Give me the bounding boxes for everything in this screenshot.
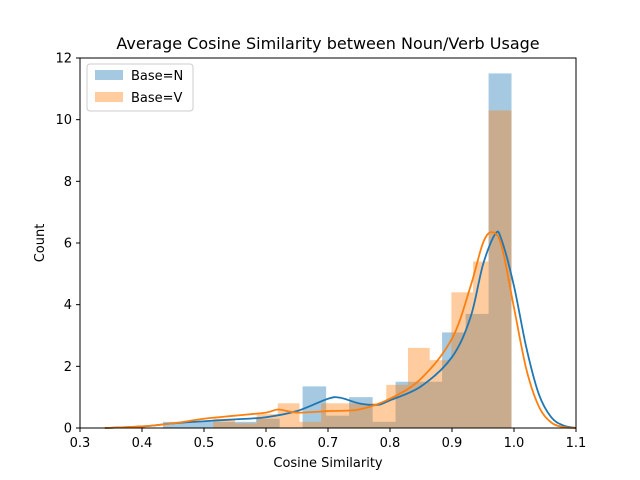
x-tick-label: 1.0 <box>504 436 525 451</box>
bar-base-v-7 <box>364 403 387 428</box>
bar-base-v-12 <box>473 261 489 428</box>
x-tick-label: 0.7 <box>318 436 339 451</box>
histogram-bars <box>163 73 512 429</box>
bar-base-n-2 <box>209 421 234 428</box>
y-tick-label: 6 <box>64 237 72 252</box>
bar-base-n-13 <box>465 313 489 428</box>
legend: Base=N Base=V <box>86 63 194 112</box>
y-axis: 0 2 4 6 8 10 12 <box>55 52 80 437</box>
y-tick-label: 8 <box>64 175 72 190</box>
bar-base-v-5 <box>321 403 343 428</box>
bar-base-n-0 <box>163 421 187 428</box>
legend-swatch-base-n <box>95 70 123 80</box>
x-tick-label: 0.4 <box>132 436 153 451</box>
bar-base-v-0 <box>213 418 235 428</box>
bar-base-v-13 <box>488 110 512 429</box>
x-tick-label: 1.1 <box>566 436 587 451</box>
y-tick-label: 12 <box>55 52 72 67</box>
kde-line-base-v <box>104 231 577 429</box>
legend-swatch-base-v <box>95 92 123 102</box>
legend-label-base-n: Base=N <box>131 69 183 84</box>
x-tick-label: 0.8 <box>380 436 401 451</box>
y-tick-label: 4 <box>64 298 72 313</box>
kde-curves <box>104 230 577 429</box>
bar-base-n-12 <box>442 332 466 428</box>
bar-base-v-1 <box>235 423 257 429</box>
legend-label-base-v: Base=V <box>131 91 183 106</box>
bar-base-n-6 <box>302 386 327 429</box>
x-tick-label: 0.6 <box>256 436 277 451</box>
bar-base-v-6 <box>342 403 365 428</box>
bar-base-n-1 <box>186 421 210 428</box>
legend-frame <box>86 63 194 112</box>
x-axis-label: Cosine Similarity <box>273 456 383 471</box>
bar-base-n-4 <box>256 418 280 428</box>
x-tick-label: 0.5 <box>194 436 215 451</box>
x-tick-label: 0.9 <box>442 436 463 451</box>
chart-title: Average Cosine Similarity between Noun/V… <box>116 34 539 53</box>
bar-base-n-3 <box>233 421 257 428</box>
bar-base-n-11 <box>419 381 443 428</box>
y-axis-label: Count <box>33 224 48 263</box>
bar-base-v-10 <box>429 360 452 428</box>
y-tick-label: 10 <box>55 113 72 128</box>
x-axis: 0.3 0.4 0.5 0.6 0.7 0.8 0.9 1.0 1.1 <box>70 428 587 451</box>
y-tick-label: 0 <box>64 422 72 437</box>
bar-base-n-7 <box>326 415 350 428</box>
bar-base-n-14 <box>488 73 512 429</box>
y-tick-label: 2 <box>64 360 72 375</box>
bar-base-v-4 <box>299 421 322 428</box>
x-tick-label: 0.3 <box>70 436 91 451</box>
kde-line-base-n <box>104 230 577 429</box>
bar-base-n-9 <box>372 421 396 428</box>
